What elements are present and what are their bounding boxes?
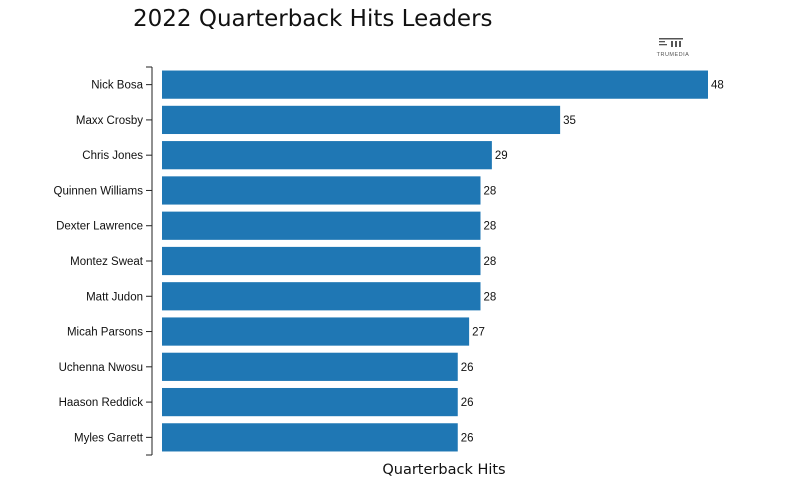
category-label: Micah Parsons [67,327,143,339]
bar [162,423,458,452]
value-label: 28 [484,291,497,303]
bar [162,70,708,99]
value-label: 26 [461,362,474,374]
category-label: Quinnen Williams [54,185,144,197]
bar [162,282,481,311]
value-label: 28 [484,221,497,233]
category-label: Montez Sweat [70,256,144,268]
chart-title: 2022 Quarterback Hits Leaders [133,6,493,32]
category-label: Matt Judon [86,291,143,303]
value-label: 28 [484,185,497,197]
value-label: 48 [711,80,724,92]
value-label: 27 [472,327,485,339]
bars-group [162,70,708,452]
trumedia-logo: TRUMEDIA [651,37,695,59]
category-label: Chris Jones [82,150,143,162]
bar [162,246,481,276]
labels-group: Nick Bosa 48 Maxx Crosby 35 Chris Jones 29 Qui… [54,80,724,445]
bar [162,317,470,346]
x-axis-title: Quarterback Hits [382,462,505,478]
value-label: 26 [461,432,474,444]
value-label: 28 [484,256,497,268]
bar [162,141,492,170]
category-label: Myles Garrett [74,432,144,444]
category-label: Nick Bosa [91,80,143,92]
category-label: Uchenna Nwosu [59,362,143,374]
bar [162,105,561,135]
bar [162,211,481,240]
value-label: 29 [495,150,508,162]
bar [162,352,458,381]
logo-wordmark: TRUMEDIA [657,52,690,58]
value-label: 26 [461,397,474,409]
bar [162,176,481,205]
bar [162,387,458,417]
category-label: Haason Reddick [59,397,144,409]
y-axis [146,66,153,456]
category-label: Dexter Lawrence [56,221,143,233]
trumedia-logo-icon: TRUMEDIA [657,38,690,58]
category-label: Maxx Crosby [76,115,143,127]
value-label: 35 [563,115,576,127]
